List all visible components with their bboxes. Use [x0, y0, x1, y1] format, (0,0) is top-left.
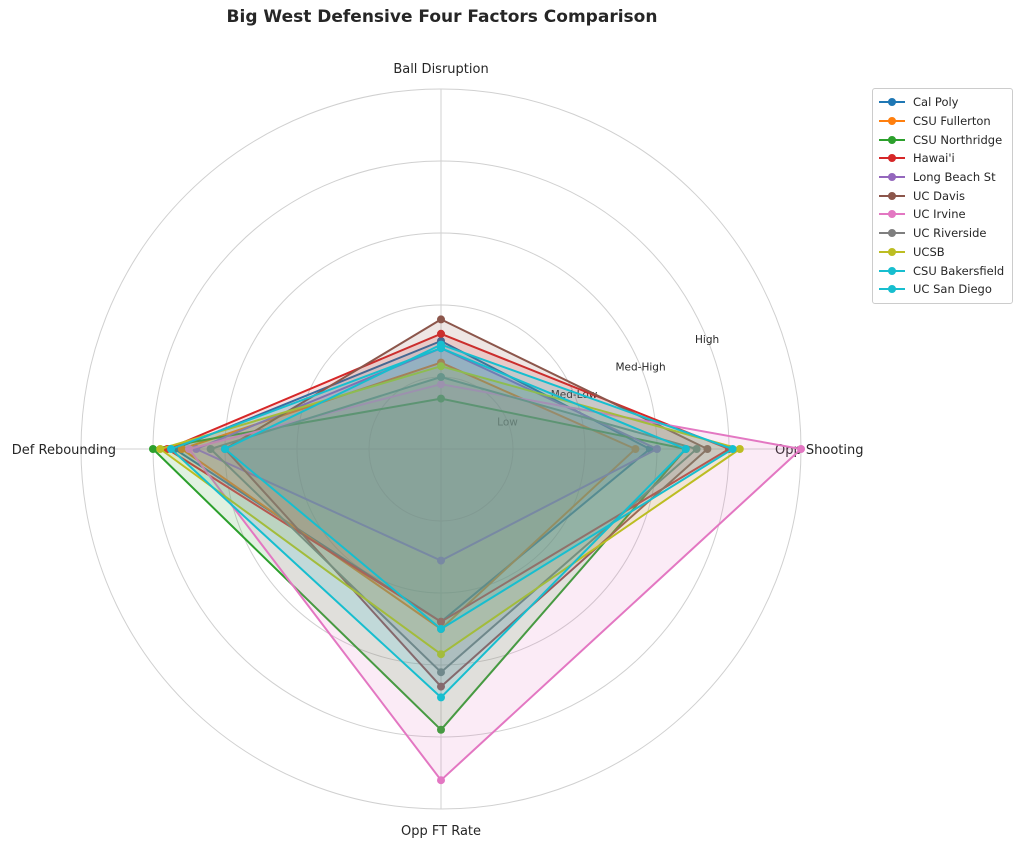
data-point	[167, 445, 175, 453]
data-point	[728, 445, 737, 453]
legend-item: UC Riverside	[873, 224, 1012, 243]
legend-item: UC San Diego	[873, 280, 1012, 299]
data-point	[149, 445, 157, 453]
axis-label: Def Rebounding	[12, 443, 116, 458]
data-point	[437, 329, 445, 338]
ring-label: Low	[497, 416, 518, 428]
data-point	[437, 625, 445, 633]
legend-label: CSU Fullerton	[913, 114, 991, 129]
data-point	[797, 445, 805, 453]
data-point	[437, 617, 445, 626]
axis-label: Opp Shooting	[775, 443, 863, 458]
data-point	[437, 650, 445, 659]
data-point	[437, 682, 445, 691]
legend-swatch	[879, 97, 905, 107]
data-point	[221, 445, 229, 453]
data-point	[735, 445, 744, 453]
data-point	[437, 373, 445, 381]
series-uc-riverside	[206, 373, 701, 677]
legend-label: UC San Diego	[913, 282, 992, 297]
legend-item: Long Beach St	[873, 168, 1012, 187]
legend-swatch	[879, 153, 905, 163]
data-point	[437, 668, 445, 677]
ring-label: Med-High	[616, 361, 666, 373]
data-point	[177, 445, 186, 453]
data-point	[703, 445, 712, 453]
series-uc-san-diego	[221, 340, 737, 633]
legend-swatch	[879, 116, 905, 126]
data-point	[437, 394, 445, 403]
axis-labels: Ball Disruption Opp Shooting Opp FT Rate De…	[12, 62, 864, 839]
legend-label: Cal Poly	[913, 95, 959, 110]
legend-item: CSU Northridge	[873, 130, 1012, 149]
legend-swatch	[879, 284, 905, 294]
legend-swatch	[879, 209, 905, 219]
data-point	[681, 445, 690, 453]
legend-item: Cal Poly	[873, 93, 1012, 112]
legend-swatch	[879, 266, 905, 276]
data-point	[653, 445, 661, 453]
legend-label: UC Irvine	[913, 207, 966, 222]
legend-item: CSU Bakersfield	[873, 261, 1012, 280]
data-point	[437, 725, 445, 734]
axis-label: Ball Disruption	[393, 62, 488, 77]
data-point	[631, 445, 640, 453]
data-point	[437, 693, 445, 702]
legend-swatch	[879, 172, 905, 182]
legend-label: UC Davis	[913, 188, 965, 203]
data-point	[692, 445, 701, 453]
data-point	[437, 340, 445, 349]
legend-label: UC Riverside	[913, 226, 987, 241]
legend-label: UCSB	[913, 244, 945, 259]
legend-swatch	[879, 135, 905, 145]
legend-swatch	[879, 247, 905, 257]
series-layer	[149, 315, 805, 785]
legend-label: Hawai'i	[913, 151, 955, 166]
data-point	[437, 380, 445, 389]
data-point	[437, 315, 445, 324]
data-point	[156, 445, 165, 453]
data-point	[437, 362, 445, 371]
legend-swatch	[879, 191, 905, 201]
legend-label: CSU Bakersfield	[913, 263, 1005, 278]
legend-swatch	[879, 228, 905, 238]
legend-item: CSU Fullerton	[873, 112, 1012, 131]
ring-label: High	[695, 334, 719, 346]
legend-item: UCSB	[873, 243, 1012, 262]
series-uc-irvine	[185, 380, 805, 785]
legend-label: Long Beach St	[913, 170, 996, 185]
data-point	[437, 776, 445, 785]
legend: Cal Poly CSU Fullerton CSU Northridge Hawai…	[872, 88, 1013, 304]
legend-item: UC Davis	[873, 186, 1012, 205]
data-point	[206, 445, 215, 453]
data-point	[185, 445, 193, 453]
legend-label: CSU Northridge	[913, 132, 1003, 147]
series-ucsb	[156, 362, 744, 659]
data-point	[437, 556, 445, 565]
series-csu-northridge	[149, 394, 690, 734]
axis-label: Opp FT Rate	[401, 824, 481, 839]
legend-item: UC Irvine	[873, 205, 1012, 224]
legend-item: Hawai'i	[873, 149, 1012, 168]
chart-title: Big West Defensive Four Factors Comparis…	[227, 7, 658, 27]
